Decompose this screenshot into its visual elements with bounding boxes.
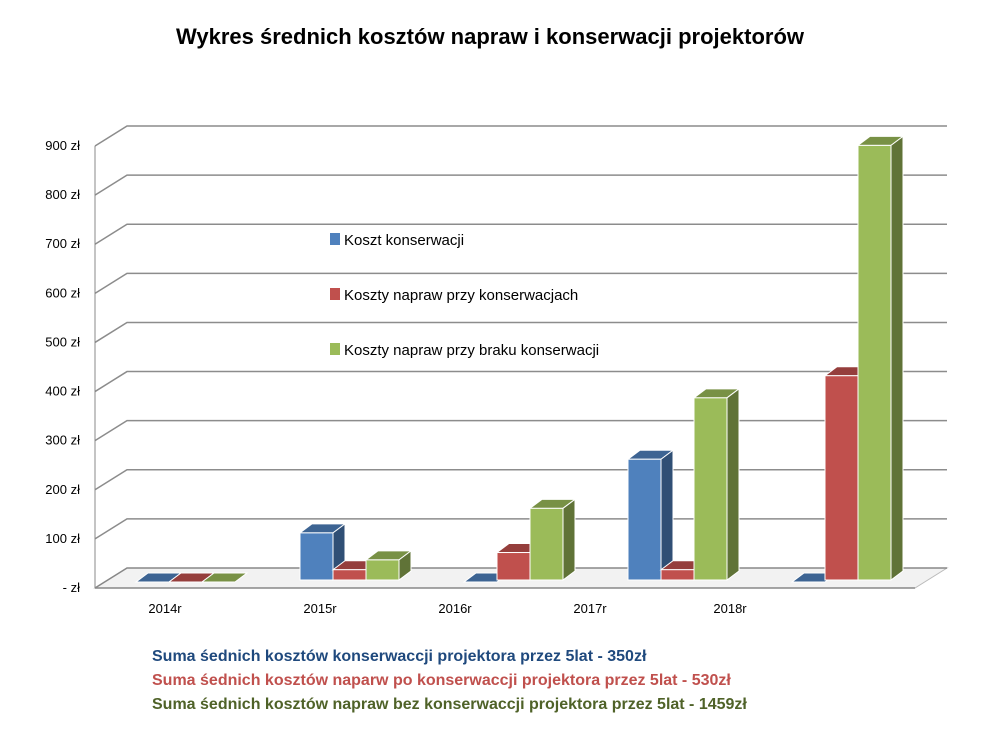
gridline — [94, 174, 947, 196]
gridline — [94, 370, 947, 393]
bar-chart-3d: - zł 100 zł 200 zł 300 zł 400 zł 500 zł 600 zł… — [45, 125, 949, 616]
gridline — [94, 419, 947, 442]
bar-side — [562, 498, 576, 581]
x-tick-label: 2017r — [573, 601, 607, 616]
bar-2015r-1 — [332, 569, 367, 581]
legend-swatch — [330, 288, 340, 300]
gridline — [94, 321, 947, 344]
bar-side — [726, 387, 740, 581]
legend-swatch — [330, 343, 340, 355]
legend-label: Koszty napraw przy konserwacjach — [344, 287, 578, 304]
y-tick-label: 900 zł — [45, 138, 80, 153]
summary-repairs-without-conservation: Suma śednich kosztów napraw bez konserwa… — [152, 696, 747, 713]
x-tick-label: 2015r — [303, 601, 337, 616]
bar-side — [890, 135, 904, 581]
gridline — [94, 125, 947, 147]
legend-label: Koszty napraw przy braku konserwacji — [344, 342, 599, 359]
y-tick-label: 200 zł — [45, 482, 80, 497]
x-tick-label: 2016r — [438, 601, 472, 616]
y-tick-label: 600 zł — [45, 285, 80, 300]
bar-2016r-1 — [496, 552, 531, 581]
bar-2017r-1 — [660, 569, 695, 581]
summary-repairs-with-conservation: Suma śednich kosztów naparw po konserwac… — [152, 672, 731, 689]
bar-2017r-2 — [693, 397, 728, 581]
y-tick-label: 700 zł — [45, 236, 80, 251]
bar-2016r-2 — [529, 507, 564, 581]
y-tick-label: 300 zł — [45, 433, 80, 448]
legend-label: Koszt konserwacji — [344, 232, 464, 249]
legend-swatch — [330, 233, 340, 245]
y-tick-label: 800 zł — [45, 187, 80, 202]
chart-title: Wykres średnich kosztów napraw i konserw… — [175, 24, 804, 49]
bar-2015r-2 — [365, 559, 400, 581]
y-tick-label: 500 zł — [45, 334, 80, 349]
bar-side — [660, 449, 674, 581]
bar-2018r-1 — [824, 375, 859, 581]
gridline — [94, 272, 947, 294]
x-tick-label: 2014r — [148, 601, 182, 616]
bar-2015r-0 — [299, 532, 334, 581]
bar-2017r-0 — [627, 458, 662, 581]
summary-conservation: Suma śednich kosztów konserwaccji projek… — [152, 648, 647, 665]
bar-2018r-2 — [857, 144, 892, 581]
y-tick-label: 100 zł — [45, 531, 80, 546]
y-tick-label: - zł — [63, 580, 80, 595]
gridline — [94, 469, 947, 491]
y-tick-label: 400 zł — [45, 384, 80, 399]
x-tick-label: 2018r — [713, 601, 747, 616]
gridline — [94, 223, 947, 245]
gridline — [94, 518, 947, 540]
bar-top — [200, 572, 249, 583]
